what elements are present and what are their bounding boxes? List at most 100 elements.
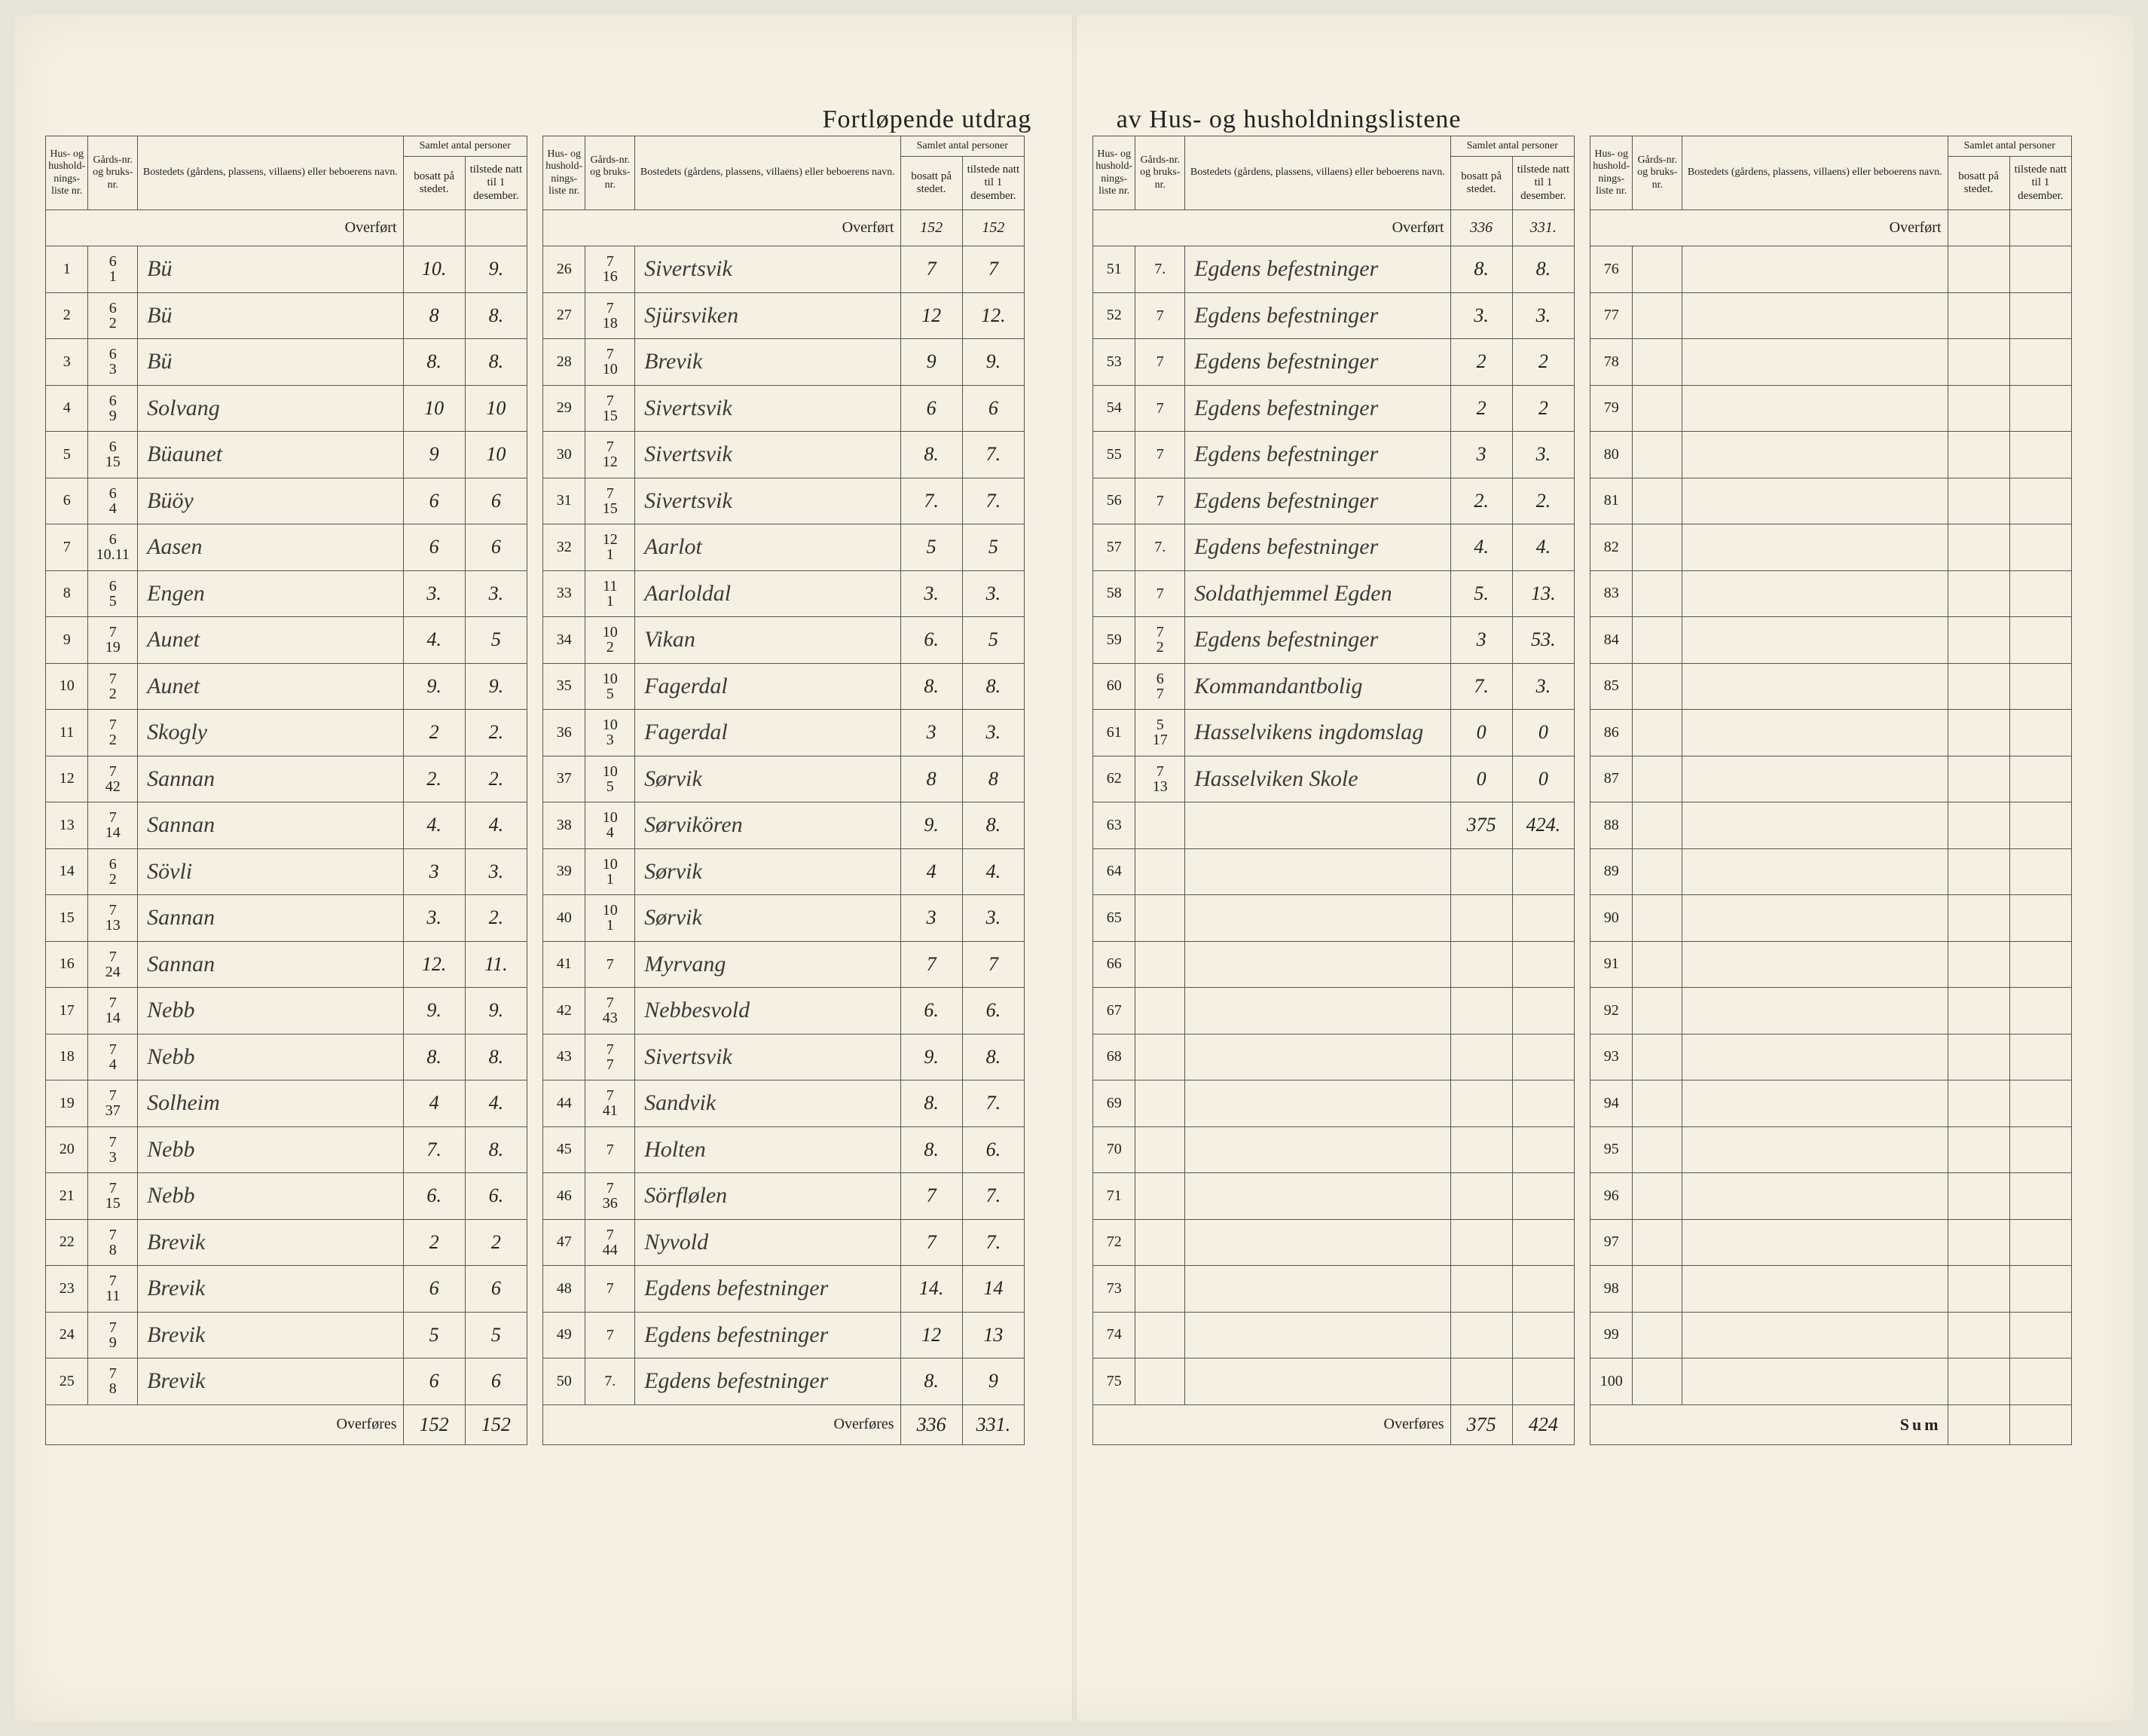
cell-bosted: Egdens befestninger [635, 1266, 900, 1313]
overfores-bosatt: 375 [1450, 1404, 1512, 1444]
cell-tilstede: 2. [1512, 478, 1574, 524]
cell-liste: 24 [46, 1312, 88, 1359]
cell-tilstede: 3. [465, 848, 527, 895]
book-spine [1072, 15, 1077, 1721]
table-row: 31715Sivertsvik7.7. [543, 478, 1025, 524]
cell-gard [1135, 1126, 1185, 1173]
cell-liste: 80 [1590, 432, 1633, 478]
cell-tilstede: 6 [465, 524, 527, 571]
cell-bosatt [1948, 1266, 2009, 1313]
cell-tilstede [1512, 1359, 1574, 1405]
cell-bosatt: 4. [403, 617, 465, 664]
cell-bosatt [1948, 1080, 2009, 1127]
cell-liste: 29 [543, 385, 585, 432]
table-row: 62713Hasselviken Skole00 [1093, 756, 1575, 802]
cell-liste: 54 [1093, 385, 1135, 432]
cell-gard: 744 [585, 1219, 635, 1266]
table-row: 46736Sörflølen77. [543, 1173, 1025, 1220]
cell-gard [1633, 663, 1682, 710]
cell-liste: 11 [46, 710, 88, 756]
table-row: 97 [1590, 1219, 2072, 1266]
overfores-tilstede [2009, 1404, 2071, 1444]
cell-tilstede [2009, 246, 2071, 293]
cell-bosted [1682, 802, 1948, 849]
header-tilstede: tilstede natt til 1 desember. [465, 157, 527, 210]
cell-bosatt [1948, 1126, 2009, 1173]
cell-liste: 16 [46, 941, 88, 988]
cell-bosatt [1948, 292, 2009, 339]
cell-tilstede [2009, 802, 2071, 849]
table-row: 34102Vikan6.5 [543, 617, 1025, 664]
table-row: 78 [1590, 339, 2072, 386]
cell-liste: 65 [1093, 895, 1135, 942]
cell-bosted [1682, 339, 1948, 386]
cell-tilstede: 6. [962, 1126, 1024, 1173]
cell-gard: 79 [88, 1312, 138, 1359]
cell-gard [1633, 524, 1682, 571]
cell-liste: 76 [1590, 246, 1633, 293]
cell-liste: 63 [1093, 802, 1135, 849]
header-bosatt: bosatt på stedet. [1948, 157, 2009, 210]
cell-bosatt: 4 [403, 1080, 465, 1127]
cell-liste: 90 [1590, 895, 1633, 942]
cell-bosatt [1948, 478, 2009, 524]
table-row: 66 [1093, 941, 1575, 988]
cell-bosted: Nebb [138, 1126, 403, 1173]
table-row: 95 [1590, 1126, 2072, 1173]
cell-gard [1633, 710, 1682, 756]
cell-tilstede: 13 [962, 1312, 1024, 1359]
cell-bosted: Egdens befestninger [1185, 478, 1450, 524]
cell-bosted [1185, 1034, 1450, 1080]
cell-bosatt: 375 [1450, 802, 1512, 849]
cell-bosatt [1450, 1080, 1512, 1127]
overfores-label: Overføres [543, 1404, 901, 1444]
cell-liste: 44 [543, 1080, 585, 1127]
cell-bosatt: 0 [1450, 710, 1512, 756]
cell-bosatt: 12 [900, 292, 962, 339]
cell-gard: 712 [585, 432, 635, 478]
cell-bosatt [1948, 710, 2009, 756]
overfort-label: Overført [1590, 210, 1948, 246]
cell-gard: 7 [1135, 292, 1185, 339]
cell-tilstede [1512, 1266, 1574, 1313]
cell-liste: 20 [46, 1126, 88, 1173]
cell-bosted: Bü [138, 292, 403, 339]
table-row: 363Bü8.8. [46, 339, 527, 386]
cell-bosted: Brevik [138, 1359, 403, 1405]
cell-bosted [1185, 895, 1450, 942]
cell-liste: 59 [1093, 617, 1135, 664]
cell-gard [1135, 895, 1185, 942]
table-row: 417Myrvang77 [543, 941, 1025, 988]
table-row: 63375424. [1093, 802, 1575, 849]
cell-liste: 9 [46, 617, 88, 664]
cell-liste: 91 [1590, 941, 1633, 988]
cell-bosatt: 6. [403, 1173, 465, 1220]
cell-tilstede: 8. [465, 1126, 527, 1173]
cell-gard: 724 [88, 941, 138, 988]
cell-bosatt: 7 [900, 246, 962, 293]
table-row: 85 [1590, 663, 2072, 710]
cell-liste: 1 [46, 246, 88, 293]
ledger-section-1: Hus- og hushold-nings-liste nr.Gårds-nr.… [45, 136, 527, 1445]
cell-bosatt: 5. [1450, 570, 1512, 617]
overfort-label: Overført [1093, 210, 1451, 246]
cell-bosatt: 6 [403, 478, 465, 524]
cell-liste: 57 [1093, 524, 1135, 571]
cell-bosatt [1948, 895, 2009, 942]
header-tilstede: tilstede natt til 1 desember. [962, 157, 1024, 210]
cell-tilstede: 7. [962, 432, 1024, 478]
cell-gard: 7 [1135, 432, 1185, 478]
cell-liste: 6 [46, 478, 88, 524]
cell-liste: 43 [543, 1034, 585, 1080]
cell-bosted [1185, 1312, 1450, 1359]
table-row: 86 [1590, 710, 2072, 756]
cell-gard: 65 [88, 570, 138, 617]
cell-tilstede [1512, 1219, 1574, 1266]
cell-liste: 36 [543, 710, 585, 756]
header-bosted: Bostedets (gårdens, plassens, villaens) … [1682, 136, 1948, 210]
table-row: 13714Sannan4.4. [46, 802, 527, 849]
cell-bosted: Skogly [138, 710, 403, 756]
cell-liste: 25 [46, 1359, 88, 1405]
cell-bosted [1185, 1266, 1450, 1313]
cell-gard: 102 [585, 617, 635, 664]
